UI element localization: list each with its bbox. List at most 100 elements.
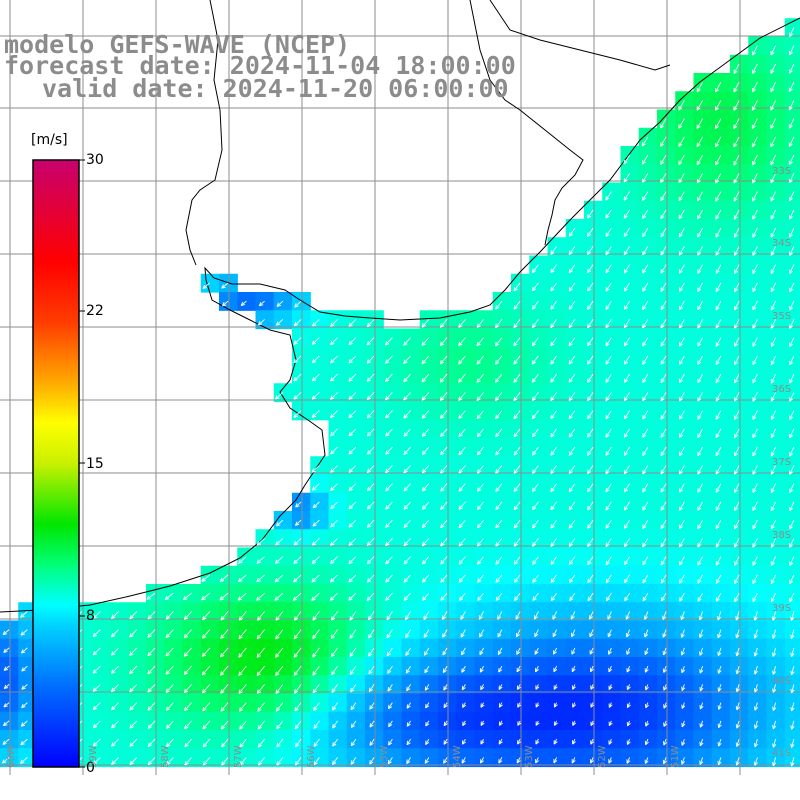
wind-arrow <box>293 647 302 658</box>
wind-arrow <box>147 757 156 766</box>
wind-arrow <box>3 647 10 653</box>
wind-arrow <box>678 410 685 420</box>
wind-arrow <box>532 519 539 529</box>
wind-arrow <box>587 355 594 365</box>
wind-speed-cell <box>584 401 603 421</box>
wind-arrow <box>568 337 576 347</box>
wind-speed-cell <box>784 365 800 384</box>
wind-arrow <box>752 264 758 274</box>
wind-arrow <box>348 465 357 473</box>
wind-speed-cell <box>547 365 567 384</box>
wind-arrow <box>715 392 722 402</box>
wind-arrow <box>311 337 320 345</box>
wind-arrow <box>495 538 503 547</box>
wind-arrow <box>642 483 649 493</box>
wind-arrow <box>498 702 503 708</box>
wind-arrow <box>568 319 576 328</box>
wind-speed-cell <box>784 127 800 147</box>
wind-arrow <box>256 574 265 583</box>
wind-arrow <box>330 337 338 346</box>
wind-arrow <box>531 319 539 328</box>
wind-arrow <box>587 538 594 547</box>
wind-arrow <box>257 738 265 748</box>
wind-arrow <box>770 264 777 274</box>
wind-arrow <box>623 300 630 310</box>
wind-arrow <box>330 538 338 546</box>
wind-arrow <box>623 191 630 201</box>
wind-arrow <box>311 355 320 364</box>
wind-arrow <box>552 629 558 638</box>
longitude-label: 53W <box>524 745 535 768</box>
wind-arrow <box>660 300 667 311</box>
wind-arrow <box>717 684 722 692</box>
wind-arrow <box>129 611 138 620</box>
wind-arrow <box>330 428 338 437</box>
wind-arrow <box>608 720 613 727</box>
wind-arrow <box>513 410 521 420</box>
wind-arrow <box>513 355 521 365</box>
wind-arrow <box>752 428 758 439</box>
wind-arrow <box>495 319 503 329</box>
wind-arrow <box>678 373 685 384</box>
wind-arrow <box>753 665 758 675</box>
wind-arrow <box>238 684 247 694</box>
wind-arrow <box>752 465 758 475</box>
wind-arrow <box>660 483 667 493</box>
wind-arrow <box>421 446 430 456</box>
wind-arrow <box>788 154 795 166</box>
wind-arrow <box>550 446 557 456</box>
wind-arrow <box>531 392 539 402</box>
wind-arrow <box>788 100 795 111</box>
wind-arrow <box>238 556 247 564</box>
wind-arrow <box>751 154 758 166</box>
wind-arrow <box>258 300 265 307</box>
wind-speed-cell <box>273 565 293 585</box>
wind-arrow <box>679 592 685 602</box>
wind-speed-cell <box>784 602 800 622</box>
wind-arrow <box>349 629 357 639</box>
wind-speed-cell <box>255 310 275 330</box>
wind-arrow <box>257 702 265 712</box>
wind-arrow <box>752 282 758 293</box>
wind-arrow <box>312 684 320 694</box>
wind-arrow <box>734 519 740 530</box>
wind-arrow <box>607 629 612 638</box>
wind-arrow <box>605 538 612 547</box>
wind-arrow <box>479 647 484 656</box>
wind-arrow <box>623 264 630 274</box>
wind-arrow <box>479 629 484 638</box>
wind-arrow <box>642 264 649 274</box>
wind-arrow <box>348 319 357 327</box>
wind-arrow <box>403 337 411 346</box>
wind-speed-cell <box>784 657 800 676</box>
wind-arrow <box>752 556 758 566</box>
wind-arrow <box>21 684 28 690</box>
wind-arrow <box>660 209 667 220</box>
wind-arrow <box>239 720 247 730</box>
wind-arrow <box>789 227 795 238</box>
wind-arrow <box>404 611 411 620</box>
wind-arrow <box>257 611 265 621</box>
wind-arrow <box>461 757 466 764</box>
wind-arrow <box>275 647 284 658</box>
wind-arrow <box>553 647 558 655</box>
wind-arrow <box>350 738 357 747</box>
wind-arrow <box>587 519 594 529</box>
wind-arrow <box>497 629 503 638</box>
wind-arrow <box>697 483 703 493</box>
wind-speed-cell <box>328 565 348 585</box>
wind-speed-cell <box>584 547 603 567</box>
wind-arrow <box>421 428 430 437</box>
wind-arrow <box>165 702 174 711</box>
wind-arrow <box>476 501 484 511</box>
wind-arrow <box>147 647 156 657</box>
wind-arrow <box>495 465 503 474</box>
wind-arrow <box>440 538 448 547</box>
wind-arrow <box>458 392 466 401</box>
wind-arrow <box>312 611 320 621</box>
wind-arrow <box>480 702 485 708</box>
wind-arrow <box>788 63 795 74</box>
colorbar-gradient <box>32 159 80 768</box>
wind-arrow <box>788 136 795 147</box>
wind-arrow <box>605 410 612 420</box>
